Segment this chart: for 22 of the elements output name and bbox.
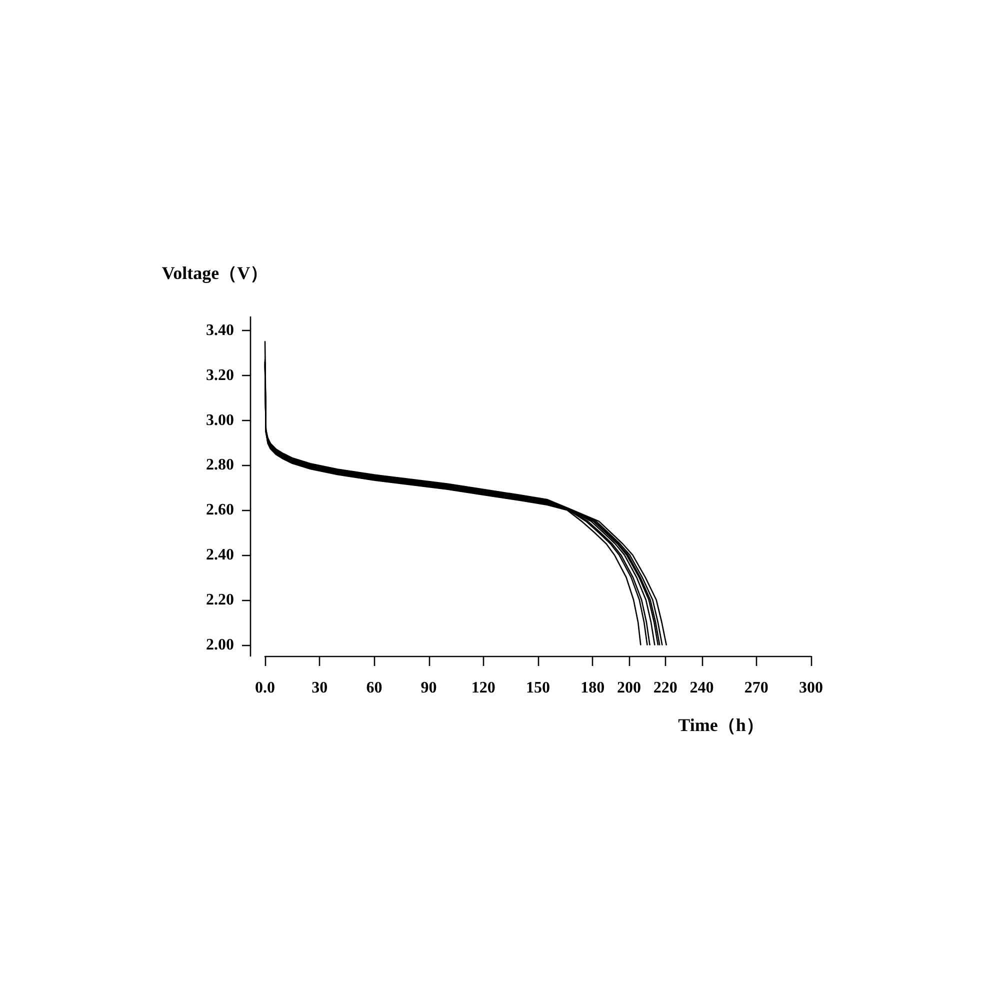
x-tick-label: 220 — [653, 680, 678, 696]
x-tick-label: 300 — [799, 680, 823, 696]
y-tick-label: 3.00 — [206, 412, 234, 429]
x-tick-label: 150 — [526, 680, 550, 696]
y-tick-label: 3.40 — [206, 322, 234, 339]
x-tick-label: 30 — [312, 680, 328, 696]
y-tick-label: 2.80 — [206, 456, 234, 474]
x-tick-label: 180 — [580, 680, 605, 696]
x-tick-label: 200 — [617, 680, 641, 696]
y-axis-title: Voltage（V） — [162, 263, 268, 283]
y-tick-label: 2.20 — [206, 591, 234, 608]
x-tick-label: 90 — [420, 680, 437, 696]
y-tick-label: 2.60 — [206, 502, 234, 519]
x-axis-title: Time（h） — [678, 715, 764, 735]
x-tick-label: 0.0 — [255, 680, 275, 696]
x-tick-label: 60 — [366, 680, 382, 696]
x-tick-label: 120 — [471, 680, 496, 696]
x-tick-label: 240 — [690, 680, 714, 696]
y-tick-label: 2.00 — [206, 636, 234, 654]
y-tick-label: 3.20 — [206, 366, 234, 384]
x-tick-label: 270 — [744, 680, 768, 696]
y-tick-label: 2.40 — [206, 546, 234, 564]
